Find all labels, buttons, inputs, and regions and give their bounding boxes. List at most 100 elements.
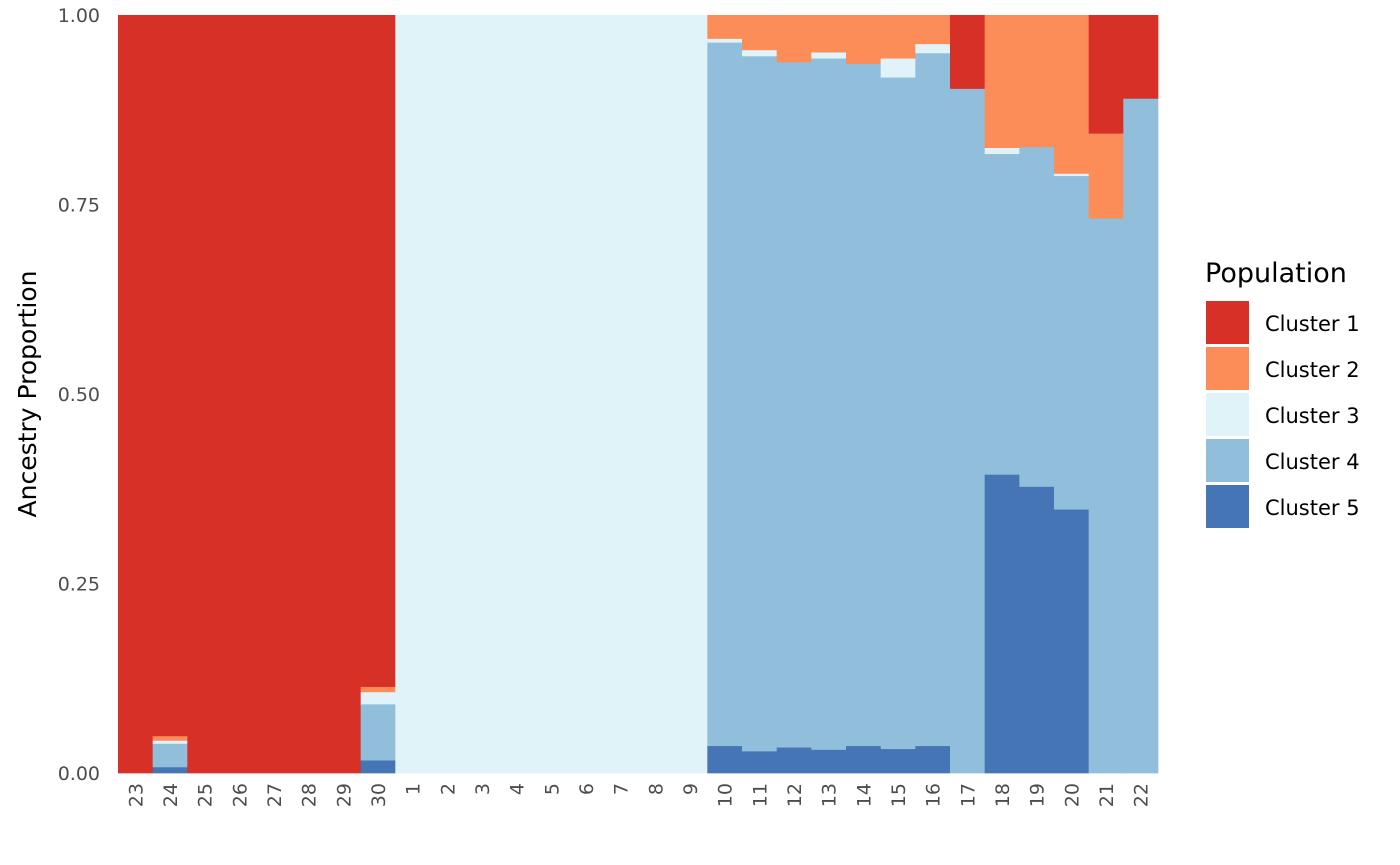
- bar-segment-12-cluster-4: [776, 62, 812, 748]
- x-tick-label: 5: [541, 783, 563, 795]
- x-tick-label: 22: [1131, 783, 1153, 807]
- bar-segment-11-cluster-2: [742, 15, 778, 51]
- bar-segment-16-cluster-5: [915, 745, 951, 774]
- x-tick-label: 9: [680, 783, 702, 795]
- x-tick-label: 1: [403, 783, 425, 795]
- x-tick-label: 16: [923, 783, 945, 807]
- bar-segment-24-cluster-5: [152, 766, 188, 774]
- legend-swatch-cluster-1: [1206, 301, 1249, 344]
- bar-segment-3-cluster-3: [464, 15, 500, 774]
- x-tick-label: 29: [333, 783, 355, 807]
- legend-label-cluster-5: Cluster 5: [1265, 496, 1360, 520]
- x-tick-label: 15: [888, 783, 910, 807]
- legend-swatch-cluster-5: [1206, 485, 1249, 528]
- x-tick-label: 23: [125, 783, 147, 807]
- bar-segment-20-cluster-2: [1054, 15, 1090, 174]
- legend-title: Population: [1205, 258, 1347, 289]
- bar-segment-30-cluster-3: [360, 691, 396, 705]
- bar-segment-19-cluster-4: [1019, 146, 1055, 487]
- bar-segment-22-cluster-1: [1123, 15, 1159, 99]
- x-tick-label: 30: [368, 783, 390, 807]
- bar-segment-11-cluster-5: [742, 751, 778, 774]
- bar-segment-20-cluster-3: [1054, 173, 1090, 177]
- x-tick-label: 8: [645, 783, 667, 795]
- bar-segment-22-cluster-4: [1123, 98, 1159, 774]
- bar-segment-24-cluster-2: [152, 735, 188, 741]
- bar-segment-30-cluster-1: [360, 15, 396, 687]
- legend-label-cluster-2: Cluster 2: [1265, 358, 1360, 382]
- bar-segment-13-cluster-5: [811, 749, 847, 774]
- y-tick-label: 0.25: [58, 574, 100, 596]
- x-tick-label: 21: [1096, 783, 1118, 807]
- bar-segment-10-cluster-5: [707, 745, 743, 774]
- bar-segment-10-cluster-4: [707, 42, 743, 747]
- bar-segment-16-cluster-3: [915, 43, 951, 54]
- bar-segment-11-cluster-4: [742, 55, 778, 752]
- bar-segment-18-cluster-4: [984, 153, 1020, 475]
- bar-segment-1-cluster-3: [395, 15, 431, 774]
- bar-segment-15-cluster-4: [880, 77, 916, 750]
- legend-swatch-cluster-4: [1206, 439, 1249, 482]
- bar-segment-16-cluster-4: [915, 52, 951, 747]
- x-tick-label: 11: [749, 783, 771, 807]
- legend-label-cluster-4: Cluster 4: [1265, 450, 1360, 474]
- bar-segment-13-cluster-4: [811, 58, 847, 750]
- x-tick-label: 4: [507, 783, 529, 795]
- bar-segment-21-cluster-2: [1088, 133, 1124, 219]
- bar-segment-12-cluster-5: [776, 747, 812, 774]
- bar-segment-14-cluster-5: [846, 745, 882, 774]
- y-tick-label: 0.00: [58, 763, 100, 785]
- bar-segment-24-cluster-4: [152, 743, 188, 768]
- bar-segment-16-cluster-2: [915, 15, 951, 45]
- bar-segment-21-cluster-4: [1088, 218, 1124, 774]
- y-tick-label: 0.50: [58, 384, 100, 406]
- bar-segment-17-cluster-1: [950, 15, 986, 89]
- bar-segment-25-cluster-1: [187, 15, 223, 774]
- bar-segment-9-cluster-3: [672, 15, 708, 774]
- bar-segment-27-cluster-1: [256, 15, 292, 774]
- bar-segment-24-cluster-3: [152, 740, 188, 744]
- legend-swatch-cluster-3: [1206, 393, 1249, 436]
- x-tick-label: 3: [472, 783, 494, 795]
- x-tick-label: 7: [611, 783, 633, 795]
- x-tick-label: 20: [1061, 783, 1083, 807]
- bar-segment-18-cluster-3: [984, 147, 1020, 155]
- legend-label-cluster-3: Cluster 3: [1265, 404, 1360, 428]
- x-tick-label: 19: [1027, 783, 1049, 807]
- bar-segment-29-cluster-1: [326, 15, 362, 774]
- x-tick-label: 24: [160, 783, 182, 807]
- bar-segment-10-cluster-3: [707, 38, 743, 43]
- bar-segment-26-cluster-1: [222, 15, 258, 774]
- x-tick-label: 14: [853, 783, 875, 807]
- y-tick-label: 1.00: [58, 5, 100, 27]
- x-tick-label: 13: [819, 783, 841, 807]
- bar-segment-20-cluster-4: [1054, 175, 1090, 510]
- bar-segment-4-cluster-3: [499, 15, 535, 774]
- bar-segment-8-cluster-3: [638, 15, 674, 774]
- bar-segment-14-cluster-4: [846, 63, 882, 747]
- legend-swatch-cluster-2: [1206, 347, 1249, 390]
- bar-segment-6-cluster-3: [568, 15, 604, 774]
- x-tick-label: 2: [437, 783, 459, 795]
- bar-segment-30-cluster-2: [360, 686, 396, 693]
- bar-segment-23-cluster-1: [118, 15, 154, 774]
- y-axis-title: Ancestry Proportion: [13, 271, 42, 518]
- x-tick-label: 10: [715, 783, 737, 807]
- bar-segment-30-cluster-4: [360, 704, 396, 761]
- x-tick-label: 25: [195, 783, 217, 807]
- legend: Population Cluster 1 Cluster 2 Cluster 3 Cl…: [1205, 258, 1360, 528]
- x-axis: 23 24 25 26 27 28 29 30 1 2 3 4 5 6 7 8 9 10 11 12 13 14 15 16 1…: [125, 783, 1152, 807]
- x-tick-label: 12: [784, 783, 806, 807]
- bar-segment-24-cluster-1: [152, 15, 188, 737]
- bar-segment-12-cluster-2: [776, 15, 812, 63]
- bar-segment-21-cluster-1: [1088, 15, 1124, 134]
- legend-label-cluster-1: Cluster 1: [1265, 312, 1360, 336]
- bar-segment-18-cluster-2: [984, 15, 1020, 148]
- bar-segment-11-cluster-3: [742, 49, 778, 57]
- bar-segment-13-cluster-2: [811, 15, 847, 53]
- x-tick-label: 6: [576, 783, 598, 795]
- bar-segment-19-cluster-2: [1019, 15, 1055, 148]
- bar-segment-15-cluster-2: [880, 15, 916, 59]
- bar-segment-10-cluster-2: [707, 15, 743, 39]
